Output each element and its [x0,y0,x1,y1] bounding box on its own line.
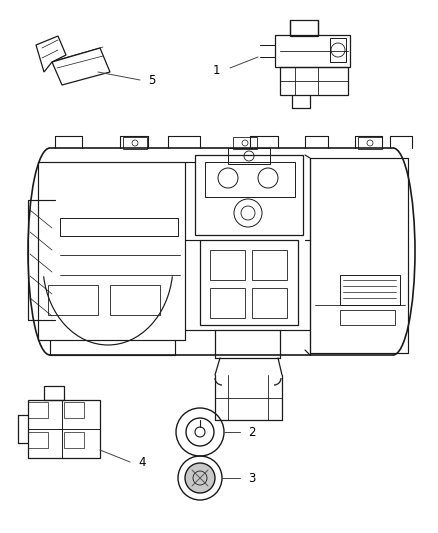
Bar [210,250,245,280]
Bar [252,250,287,280]
Bar [110,285,160,315]
Bar [48,285,98,315]
Text: 5: 5 [148,74,155,86]
Bar [28,432,48,448]
Bar [330,38,346,62]
Bar [28,400,100,458]
Text: 2: 2 [248,425,255,439]
Bar [252,288,287,318]
Bar [123,137,147,149]
Bar [358,137,382,149]
Text: 3: 3 [248,472,255,484]
Bar [28,402,48,418]
Bar [228,148,270,164]
Bar [64,432,84,448]
Bar [44,386,64,400]
Bar [233,137,257,149]
Bar [340,275,400,305]
Bar [290,20,318,36]
Bar [205,162,295,197]
Bar [200,240,298,325]
Text: 4: 4 [138,456,145,469]
Bar [64,402,84,418]
Bar [310,158,408,353]
Bar [280,67,348,95]
Bar [210,288,245,318]
Text: 1: 1 [212,63,220,77]
Bar [60,218,178,236]
Bar [340,310,395,325]
Bar [275,35,350,67]
Circle shape [185,463,215,493]
Bar [195,155,303,235]
